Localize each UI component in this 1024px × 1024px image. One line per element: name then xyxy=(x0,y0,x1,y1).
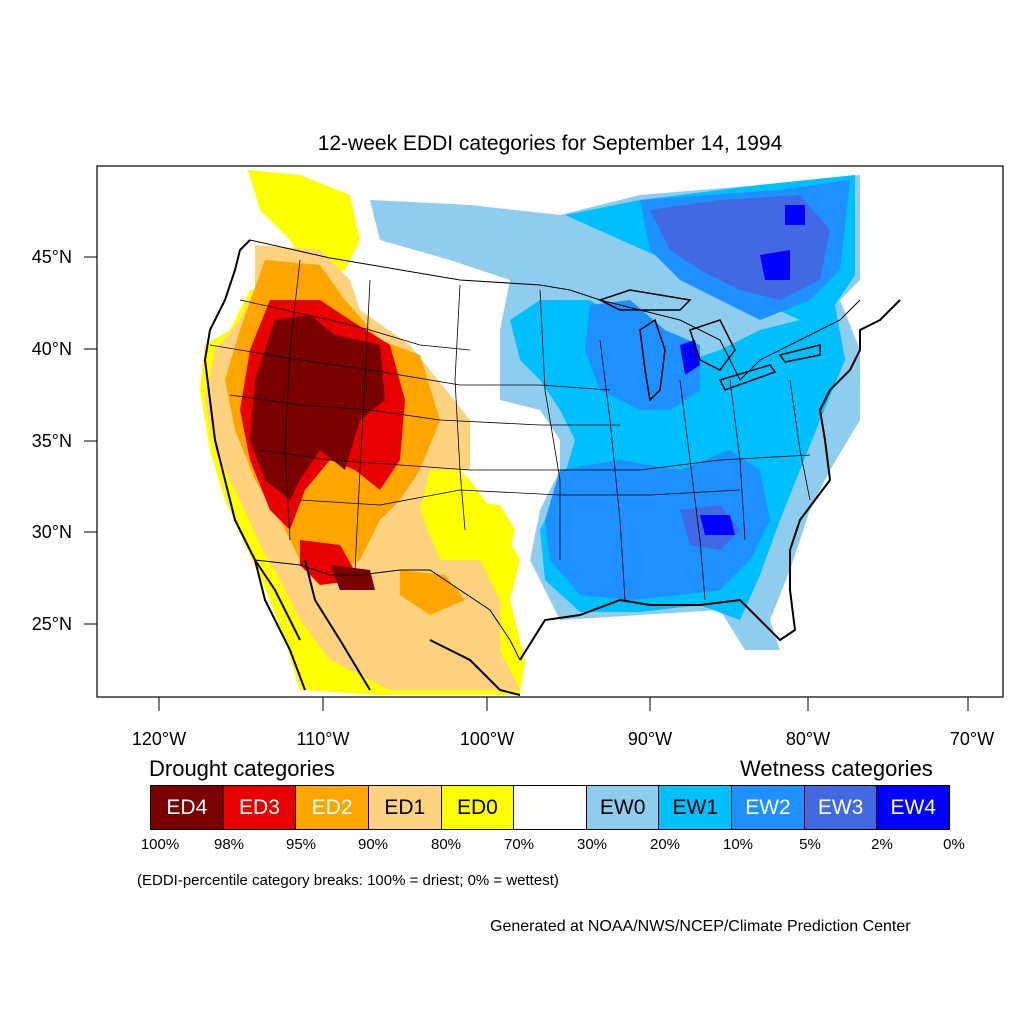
legend-drought-title: Drought categories xyxy=(149,756,335,781)
map-title: 12-week EDDI categories for September 14… xyxy=(317,132,783,155)
legend-break: 70% xyxy=(503,836,535,853)
region-ew2-se xyxy=(545,450,770,600)
legend-swatch-ed4: ED4 xyxy=(151,786,224,829)
legend-swatch-ew2: EW2 xyxy=(732,786,805,829)
legend-note: (EDDI-percentile category breaks: 100% =… xyxy=(137,872,559,889)
lon-label-120: 120°W xyxy=(132,729,186,749)
legend-colorbar: ED4 ED3 ED2 ED1 ED0 EW0 EW1 EW2 EW3 EW4 xyxy=(150,785,950,830)
legend-swatch-ed1: ED1 xyxy=(368,786,442,829)
plot-frame xyxy=(96,165,1004,698)
legend-swatch-ed3: ED3 xyxy=(223,786,297,829)
legend-wetness-title: Wetness categories xyxy=(740,756,933,781)
legend-swatch-ew4: EW4 xyxy=(877,786,950,829)
us-coastline xyxy=(203,239,901,696)
legend-swatch-neutral xyxy=(514,786,587,829)
legend-swatch-ew0: EW0 xyxy=(586,786,660,829)
legend-swatch-ed0: ED0 xyxy=(441,786,515,829)
legend-break: 100% xyxy=(140,836,180,853)
legend-breaks: 100% 98% 95% 90% 80% 70% 30% 20% 10% 5% … xyxy=(0,836,1024,856)
lon-labels: 120°W 110°W 100°W 90°W 80°W 70°W xyxy=(132,729,994,749)
legend-break: 2% xyxy=(871,836,893,853)
region-ed2-tx xyxy=(400,570,465,615)
legend-break: 98% xyxy=(213,836,245,853)
legend-break: 0% xyxy=(943,836,965,853)
legend-break: 30% xyxy=(576,836,608,853)
legend-break: 5% xyxy=(799,836,821,853)
region-ew4-qc2 xyxy=(785,205,805,225)
lon-label-100: 100°W xyxy=(460,729,514,749)
legend-break: 95% xyxy=(285,836,317,853)
region-ew4-qc xyxy=(760,250,790,280)
eddi-regions xyxy=(200,170,860,695)
lake-ontario xyxy=(778,344,821,363)
lat-label-40: 40°N xyxy=(32,339,72,359)
lat-labels: 45°N 40°N 35°N 30°N 25°N xyxy=(32,247,72,634)
region-ed0-south xyxy=(455,500,515,575)
lon-label-110: 110°W xyxy=(297,729,350,749)
legend-break: 80% xyxy=(430,836,462,853)
lake-superior xyxy=(598,289,692,311)
lat-ticks xyxy=(84,256,97,625)
region-ed4-az xyxy=(330,565,375,590)
lat-label-35: 35°N xyxy=(32,431,72,451)
canada-border xyxy=(249,239,861,381)
lon-label-80: 80°W xyxy=(786,729,830,749)
state-lines xyxy=(209,259,811,601)
credit-line: Generated at NOAA/NWS/NCEP/Climate Predi… xyxy=(490,918,911,935)
lat-label-25: 25°N xyxy=(32,614,72,634)
legend-swatch-ew3: EW3 xyxy=(804,786,878,829)
lon-label-70: 70°W xyxy=(950,729,994,749)
lon-label-90: 90°W xyxy=(628,729,672,749)
lake-erie xyxy=(718,364,777,391)
legend-break: 90% xyxy=(357,836,389,853)
legend-swatch-ew1: EW1 xyxy=(659,786,733,829)
legend-swatch-ed2: ED2 xyxy=(296,786,369,829)
legend-break: 10% xyxy=(722,836,754,853)
boundaries xyxy=(203,239,901,696)
region-ew4-ga xyxy=(700,515,735,535)
legend-break: 20% xyxy=(649,836,681,853)
lat-label-45: 45°N xyxy=(32,247,72,267)
mexico-border xyxy=(254,559,521,661)
lake-michigan xyxy=(639,318,666,402)
lake-huron xyxy=(689,319,736,371)
region-ew4-mi xyxy=(680,340,700,375)
lat-label-30: 30°N xyxy=(32,522,72,542)
lon-ticks xyxy=(158,697,969,711)
